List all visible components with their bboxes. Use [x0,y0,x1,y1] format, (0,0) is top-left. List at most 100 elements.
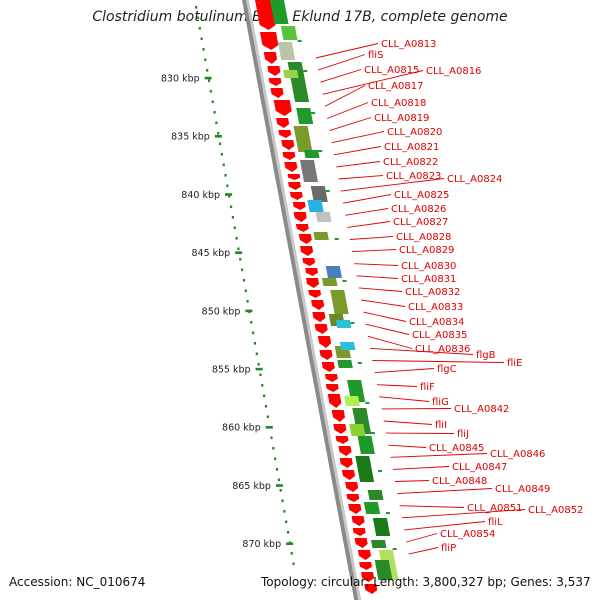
ruler-minor-tick [233,226,236,230]
ruler-minor-tick [217,132,220,135]
ruler-minor-tick [270,436,273,440]
ruler-minor-tick [229,205,233,209]
function-block [304,150,320,158]
cds-arrow [270,88,284,98]
track-tick [357,362,363,364]
function-block [313,232,329,240]
cds-arrow [278,130,292,138]
cds-arrow [360,572,375,582]
ruler-minor-tick [206,69,209,72]
function-block [335,320,352,328]
ruler-minor-tick [198,27,201,30]
function-block [280,26,298,40]
ruler-minor-tick [224,174,227,177]
cds-arrow [325,384,339,392]
ruler-major-tick [235,251,243,254]
gene-leader-line [363,311,407,322]
gene-label: CLL_A0816 [426,66,481,77]
ruler-major-tick [275,484,283,487]
gene-leader-line [342,194,392,204]
gene-label: CLL_A0847 [452,462,507,473]
cds-arrow [345,482,359,492]
gene-leader-line [326,102,369,119]
gene-label: fliF [420,382,435,393]
function-block [321,278,338,286]
function-block [293,126,313,152]
cds-arrow [300,246,314,256]
track-tick [365,402,370,404]
ruler-label: 845 kbp [191,248,230,259]
ruler-minor-tick [279,489,282,492]
ruler-minor-tick [244,289,247,293]
gene-label: CLL_A0823 [386,171,441,182]
ruler-label: 865 kbp [232,481,271,492]
gene-leader-line [370,347,474,355]
ruler-label: 850 kbp [202,306,241,317]
cds-arrow [364,584,378,594]
cds-arrow [255,0,276,30]
cds-arrow [308,290,322,298]
cds-arrow [314,324,328,334]
cds-arrow [348,504,362,514]
gene-leader-line [401,509,526,519]
gene-label: CLL_A0829 [399,245,454,256]
ruler-major-tick [204,76,212,80]
track-tick [370,432,376,434]
ruler-label: 870 kbp [242,539,281,550]
gene-label: CLL_A0813 [381,39,436,50]
gene-label: CLL_A0836 [415,344,470,355]
cds-arrow [282,152,296,160]
function-block [325,266,342,278]
gene-leader-line [379,396,430,402]
ruler-minor-tick [218,142,222,146]
gene-label: CLL_A0827 [393,217,448,228]
ruler-minor-tick [274,457,277,461]
function-block [299,160,319,182]
cds-arrow [327,394,342,408]
gene-leader-line [388,444,427,448]
ruler-minor-tick [272,447,275,450]
gene-label: CLL_A0828 [396,232,451,243]
gene-leader-line [408,547,439,555]
gene-leader-line [376,384,418,387]
gene-leader-line [390,453,488,458]
cds-arrow [333,424,347,434]
ruler-minor-tick [250,321,253,324]
gene-label: CLL_A0852 [528,505,583,516]
function-block [372,518,391,536]
ruler-minor-tick [235,237,238,240]
ruler-minor-tick [263,394,266,398]
track-tick [342,280,347,282]
ruler-minor-tick [259,373,262,377]
cds-arrow [284,162,298,172]
ruler-minor-tick [246,300,249,303]
ruler-major-tick [245,309,253,313]
gene-label: CLL_A0851 [467,503,522,514]
cds-arrow [305,278,320,288]
function-block [270,0,289,24]
ruler-minor-tick [211,100,214,104]
gene-label: CLL_A0822 [383,157,438,168]
cds-arrow [357,550,371,560]
ruler-minor-tick [237,247,240,251]
ruler-minor-tick [277,478,280,482]
ruler-minor-tick [275,468,279,471]
function-block [363,502,381,514]
cds-arrow [354,538,368,548]
gene-leader-line [374,368,435,374]
function-block [349,424,366,436]
ruler-major-tick [286,542,294,545]
gene-leader-line [392,466,450,470]
cds-arrow [324,374,338,382]
gene-label: CLL_A0854 [440,529,495,540]
cds-arrow [321,362,335,372]
ruler-minor-tick [253,342,257,345]
gene-leader-line [397,488,493,495]
ruler-minor-tick [261,384,264,387]
ruler-major-tick [255,367,263,371]
gene-leader-line [345,208,389,216]
track-tick [303,70,308,72]
gene-label: fliG [432,397,449,408]
cds-arrow [295,224,309,232]
